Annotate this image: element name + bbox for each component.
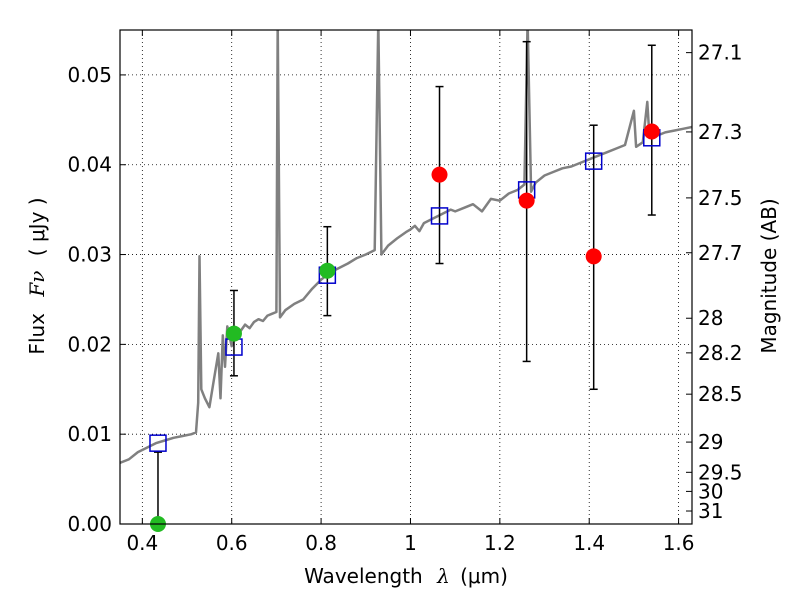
x-axis-label: Wavelength λ (μm) (304, 564, 508, 588)
x-tick-label: 1.4 (573, 531, 605, 555)
mag-tick-label: 29 (698, 430, 723, 454)
measurement-point (643, 123, 660, 140)
spectrum-line (120, 30, 692, 465)
error-bars (153, 40, 656, 525)
mag-tick-label: 28 (698, 306, 723, 330)
mag-tick-label: 29.5 (698, 460, 743, 484)
y-axis-ticks: 0.00 0.01 0.02 0.03 0.04 0.05 (67, 63, 126, 536)
model-photometry-square (584, 152, 603, 170)
x-tick-label: 0.6 (216, 531, 248, 555)
model-photometry-square (149, 434, 167, 452)
x-tick-label: 1 (404, 531, 417, 555)
mag-tick-label: 27.3 (698, 120, 743, 144)
x-tick-label: 0.4 (126, 531, 158, 555)
x-tick-label: 0.8 (305, 531, 337, 555)
y-tick-label: 0.01 (67, 422, 112, 446)
y-tick-label: 0.05 (67, 63, 112, 87)
detection-point (319, 262, 336, 279)
y-tick-label: 0.00 (67, 512, 112, 536)
data-markers (149, 123, 661, 532)
measurement-point (585, 248, 602, 265)
y-tick-label: 0.02 (67, 332, 112, 356)
mag-tick-label: 30 (698, 479, 723, 503)
y-tick-label: 0.04 (67, 153, 112, 177)
y-tick-label: 0.03 (67, 243, 112, 267)
mag-tick-label: 27.1 (698, 41, 743, 65)
mag-tick-label: 28.5 (698, 382, 743, 406)
measurement-point (518, 192, 535, 209)
mag-tick-label: 28.2 (698, 341, 743, 365)
x-tick-label: 1.6 (663, 531, 695, 555)
model-photometry-square (430, 207, 449, 225)
mag-tick-label: 31 (698, 499, 723, 523)
grid (120, 30, 692, 525)
detection-point (225, 325, 242, 342)
x-tick-label: 1.2 (484, 531, 516, 555)
y-axis-label: Flux Fν ( μJy ) (25, 197, 49, 354)
mag-tick-label: 27.5 (698, 186, 743, 210)
measurement-point (431, 166, 448, 183)
model-spectrum (120, 30, 692, 465)
plot-frame (119, 29, 693, 525)
mag-tick-label: 27.7 (698, 241, 743, 265)
magnitude-axis-label: Magnitude (AB) (757, 198, 781, 353)
x-axis-ticks: 0.4 0.6 0.8 1 1.2 1.4 1.6 (126, 30, 695, 555)
